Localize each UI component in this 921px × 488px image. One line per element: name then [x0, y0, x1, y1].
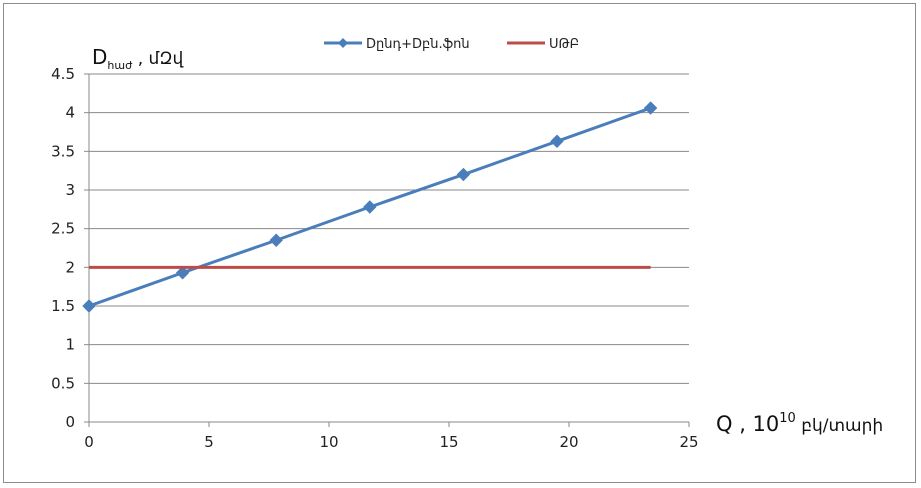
- x-tick-label: 15: [439, 433, 458, 451]
- y-tick-label: 3.5: [51, 142, 75, 160]
- tick-labels: 0 0.5 1 1.5 2 2.5 3 3.5 4 4.5 0 5 10 15 20 25: [51, 65, 698, 451]
- x-tick-label: 0: [84, 433, 94, 451]
- gridlines: [89, 73, 689, 384]
- series-1-point: [269, 233, 283, 247]
- series-1-point: [363, 200, 377, 214]
- x-tick-label: 5: [204, 433, 214, 451]
- y-tick-label: 0: [65, 413, 75, 431]
- x-axis-title-superscript: 10: [779, 411, 796, 426]
- y-tick-label: 3: [65, 181, 75, 199]
- y-tick-label: 2: [65, 258, 75, 276]
- series-1-point: [643, 101, 658, 115]
- y-tick-label: 1.5: [51, 297, 75, 315]
- y-tick-label: 1: [65, 336, 75, 354]
- series-1-point: [550, 134, 564, 148]
- series: [82, 101, 658, 313]
- x-axis-title-main: Q , 10: [716, 412, 779, 436]
- y-tick-label: 4.5: [51, 65, 75, 83]
- y-axis-title: Dհաժ , մԶվ: [92, 45, 183, 72]
- chart-frame: 0 0.5 1 1.5 2 2.5 3 3.5 4 4.5 0 5 10 15 20 25 Dընդ+Dբն.…: [3, 3, 916, 483]
- y-axis-title-rest: , մԶվ: [132, 49, 183, 69]
- x-axis-title: Q , 1010 բկ/տարի: [716, 411, 883, 436]
- y-tick-label: 4: [65, 104, 75, 122]
- legend-label-1: Dընդ+Dբն.ֆոն: [366, 37, 470, 52]
- series-1-point: [175, 266, 190, 280]
- x-tick-label: 20: [559, 433, 578, 451]
- y-axis-title-main: D: [92, 45, 107, 69]
- legend: Dընդ+Dբն.ֆոն ՍԹԲ: [324, 37, 579, 52]
- series-1-point: [456, 167, 471, 182]
- y-axis-title-subscript: հաժ: [107, 59, 133, 72]
- y-tick-label: 2.5: [51, 220, 75, 238]
- x-axis-title-rest: բկ/տարի: [796, 416, 883, 436]
- x-tick-label: 25: [679, 433, 698, 451]
- y-tick-label: 0.5: [51, 374, 75, 392]
- series-1-point: [82, 299, 96, 313]
- legend-marker-1: [338, 38, 348, 48]
- line-chart: 0 0.5 1 1.5 2 2.5 3 3.5 4 4.5 0 5 10 15 20 25 Dընդ+Dբն.…: [51, 37, 883, 451]
- legend-label-2: ՍԹԲ: [549, 37, 579, 52]
- x-tick-label: 10: [319, 433, 338, 451]
